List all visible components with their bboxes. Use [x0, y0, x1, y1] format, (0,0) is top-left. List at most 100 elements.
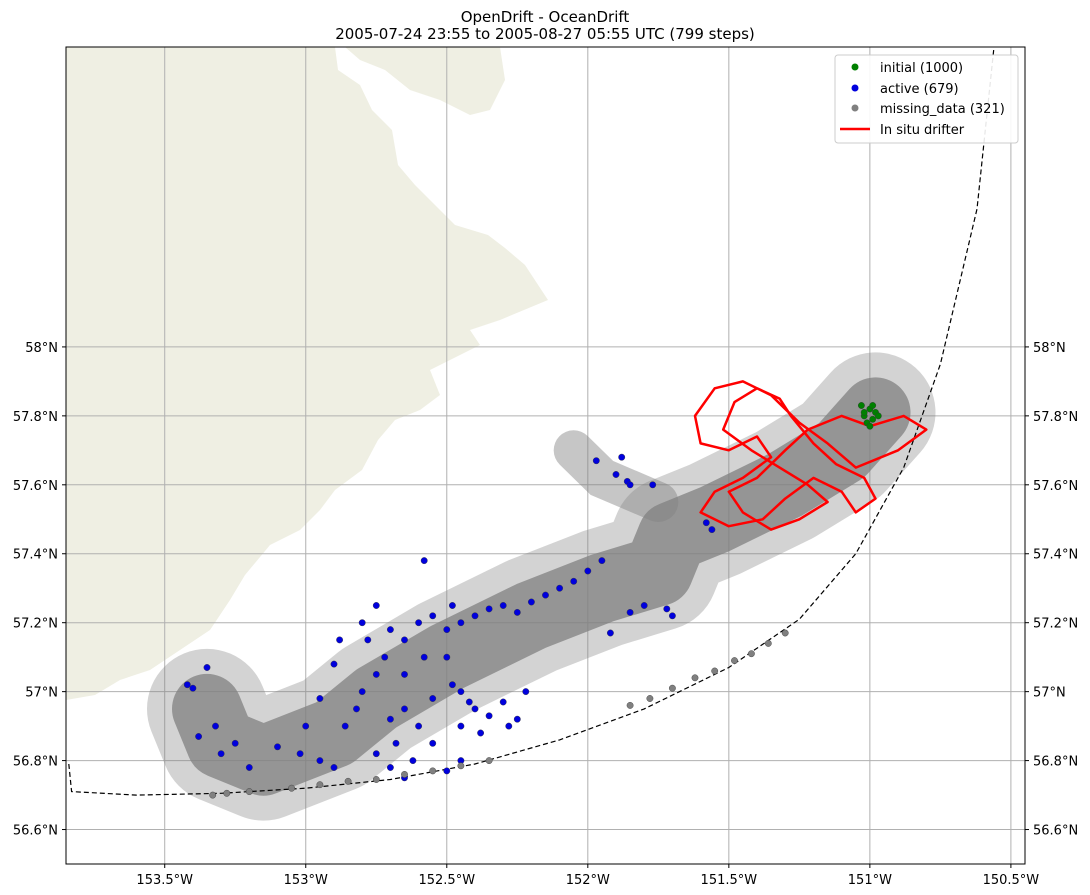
active-point [457, 688, 465, 695]
active-point [640, 602, 648, 609]
active-point [649, 481, 657, 489]
active-point [358, 688, 366, 695]
legend-label-active: active (679) [880, 82, 959, 97]
active-point [471, 705, 479, 713]
initial-point [866, 422, 874, 430]
active-point [372, 750, 380, 758]
active-point [401, 705, 408, 713]
active-point [231, 739, 239, 747]
y-tick-label-left: 56.6°N [13, 824, 58, 839]
active-point [372, 671, 380, 678]
missing-data-point [209, 791, 217, 799]
missing-data-point [344, 777, 352, 785]
active-point [409, 757, 417, 764]
chart-title-line2: 2005-07-24 23:55 to 2005-08-27 05:55 UTC… [335, 25, 755, 43]
active-point [364, 636, 372, 644]
legend-marker-missing [851, 104, 859, 112]
active-point [485, 605, 493, 613]
active-point [443, 767, 451, 775]
active-point [203, 664, 211, 671]
chart-title-line1: OpenDrift - OceanDrift [461, 8, 630, 26]
active-point [429, 695, 437, 702]
initial-point [860, 408, 868, 416]
legend-label-missing: missing_data (321) [880, 102, 1005, 117]
missing-data-point [372, 776, 380, 783]
active-point [669, 612, 676, 620]
active-point [499, 602, 507, 609]
y-tick-label-right: 57°N [1033, 686, 1066, 701]
y-tick-label-left: 57.8°N [13, 410, 58, 425]
active-point [381, 653, 389, 661]
legend-box [834, 54, 1019, 144]
active-point [626, 481, 634, 489]
legend-label-initial: initial (1000) [880, 61, 963, 76]
missing-data-point [429, 767, 437, 775]
x-tick-label: 150.5°W [983, 873, 1040, 888]
active-point [336, 636, 343, 644]
active-point [296, 750, 304, 758]
active-point [443, 626, 451, 633]
active-point [528, 598, 535, 606]
active-point [702, 519, 710, 527]
x-tick-label: 151.5°W [701, 873, 758, 888]
y-tick-label-right: 57.6°N [1033, 479, 1078, 494]
missing-data-point [691, 674, 699, 682]
initial-point [869, 415, 877, 423]
active-point [401, 671, 408, 678]
legend-label-drifter: In situ drifter [880, 123, 965, 138]
active-point [499, 698, 507, 706]
x-tick-label: 152.5°W [418, 873, 475, 888]
active-point [330, 764, 338, 771]
active-point [341, 722, 349, 730]
active-point [443, 653, 451, 661]
missing-data-point [223, 789, 231, 797]
missing-data-point [245, 788, 253, 795]
y-tick-label-left: 57.2°N [13, 617, 58, 632]
y-tick-label-right: 56.8°N [1033, 755, 1078, 770]
x-tick-label: 153.5°W [136, 873, 193, 888]
active-point [195, 733, 203, 740]
trajectory-branch [553, 430, 679, 522]
missing-data-point [457, 762, 465, 770]
active-point [392, 739, 400, 747]
points-layer [183, 402, 882, 799]
active-point [618, 453, 626, 461]
initial-point [858, 402, 865, 409]
x-tick-label: 152°W [566, 873, 610, 888]
y-tick-label-left: 56.8°N [13, 755, 58, 770]
trajectory-core [172, 377, 911, 796]
y-tick-label-right: 57.2°N [1033, 617, 1078, 632]
active-point [612, 471, 620, 478]
y-tick-label-left: 57°N [25, 686, 58, 701]
missing-data-point [646, 695, 654, 702]
active-point [607, 629, 614, 637]
y-tick-label-right: 56.6°N [1033, 824, 1078, 839]
active-point [316, 757, 324, 764]
missing-data-point [316, 781, 324, 789]
axis-ticks: 153.5°W 153°W 152.5°W 152°W 151.5°W 151°W 150.… [13, 341, 1078, 888]
land-layer [66, 47, 548, 700]
active-point [420, 653, 428, 661]
missing-data-point [711, 667, 719, 675]
active-point [708, 526, 716, 533]
x-tick-label: 153°W [284, 873, 328, 888]
active-point [598, 557, 606, 564]
missing-data-point [485, 757, 493, 764]
active-point [465, 698, 473, 706]
active-point [513, 609, 521, 616]
initial-point [869, 402, 877, 409]
y-tick-label-right: 58°N [1033, 341, 1066, 356]
missing-data-point [401, 771, 408, 778]
active-point [189, 684, 197, 692]
active-point [330, 660, 338, 668]
active-point [448, 681, 456, 689]
active-point [217, 750, 225, 758]
y-tick-label-left: 58°N [25, 341, 58, 356]
active-point [485, 712, 493, 720]
active-point [663, 605, 671, 613]
missing-data-point [731, 657, 738, 664]
y-tick-label-right: 57.8°N [1033, 410, 1078, 425]
active-point [245, 764, 253, 771]
active-point [429, 612, 437, 620]
